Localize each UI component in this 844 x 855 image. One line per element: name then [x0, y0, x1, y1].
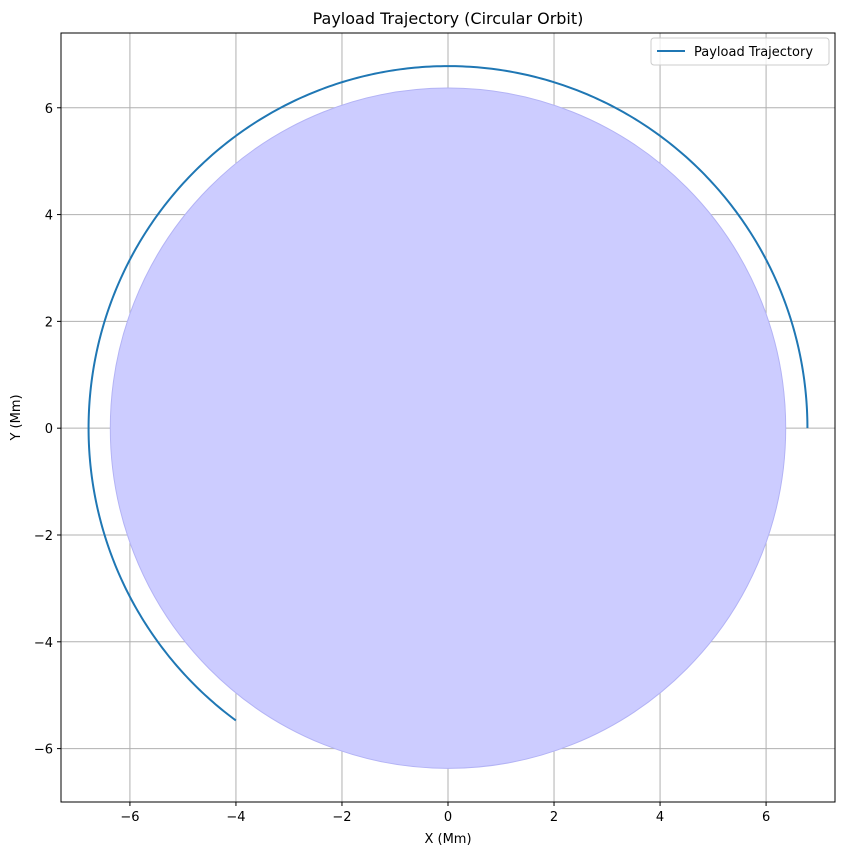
- x-tick-label: 6: [762, 810, 770, 825]
- chart-title: Payload Trajectory (Circular Orbit): [313, 9, 584, 28]
- y-tick-label: −2: [34, 529, 53, 544]
- y-tick-label: 0: [45, 422, 53, 437]
- y-axis-label: Y (Mm): [9, 394, 24, 441]
- planet-body-layer: [109, 87, 787, 769]
- y-tick-label: −4: [34, 636, 53, 651]
- ticks: −6 −4 −2 0 2 4 6 −6 −4 −2 0 2 4 6: [34, 102, 770, 825]
- legend: Payload Trajectory: [650, 37, 830, 66]
- x-tick-label: −4: [226, 810, 245, 825]
- payload-trajectory-line: [87, 65, 809, 722]
- y-tick-label: 4: [45, 209, 53, 224]
- y-tick-label: 2: [45, 315, 53, 330]
- y-tick-label: −6: [34, 743, 53, 758]
- legend-label-payload: Payload Trajectory: [694, 45, 813, 60]
- x-tick-label: 4: [656, 810, 664, 825]
- x-tick-label: 2: [550, 810, 558, 825]
- planet-body: [109, 87, 787, 769]
- x-tick-label: −6: [120, 810, 139, 825]
- x-tick-label: −2: [332, 810, 351, 825]
- series-layer: [87, 65, 809, 722]
- x-tick-label: 0: [444, 810, 452, 825]
- x-axis-label: X (Mm): [424, 832, 471, 847]
- y-tick-label: 6: [45, 102, 53, 117]
- legend-box: [650, 37, 830, 66]
